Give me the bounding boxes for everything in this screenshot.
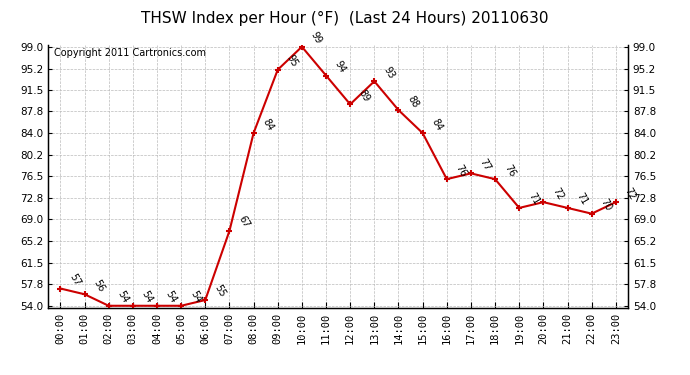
- Text: 94: 94: [333, 59, 348, 75]
- Text: Copyright 2011 Cartronics.com: Copyright 2011 Cartronics.com: [54, 48, 206, 58]
- Text: 99: 99: [309, 30, 324, 46]
- Text: 67: 67: [237, 214, 251, 230]
- Text: 70: 70: [599, 197, 613, 213]
- Text: 89: 89: [357, 88, 372, 104]
- Text: 76: 76: [502, 163, 517, 178]
- Text: 54: 54: [188, 289, 203, 305]
- Text: 54: 54: [116, 289, 130, 305]
- Text: 54: 54: [140, 289, 155, 305]
- Text: 71: 71: [575, 191, 589, 207]
- Text: 84: 84: [430, 117, 444, 132]
- Text: 84: 84: [261, 117, 275, 132]
- Text: 76: 76: [454, 163, 469, 178]
- Text: 88: 88: [406, 94, 420, 109]
- Text: 72: 72: [623, 186, 638, 201]
- Text: 55: 55: [213, 284, 227, 299]
- Text: THSW Index per Hour (°F)  (Last 24 Hours) 20110630: THSW Index per Hour (°F) (Last 24 Hours)…: [141, 11, 549, 26]
- Text: 71: 71: [526, 191, 541, 207]
- Text: 54: 54: [164, 289, 179, 305]
- Text: 72: 72: [551, 186, 565, 201]
- Text: 95: 95: [285, 53, 299, 69]
- Text: 93: 93: [382, 65, 396, 81]
- Text: 77: 77: [478, 157, 493, 172]
- Text: 56: 56: [92, 278, 106, 294]
- Text: 57: 57: [68, 272, 82, 288]
